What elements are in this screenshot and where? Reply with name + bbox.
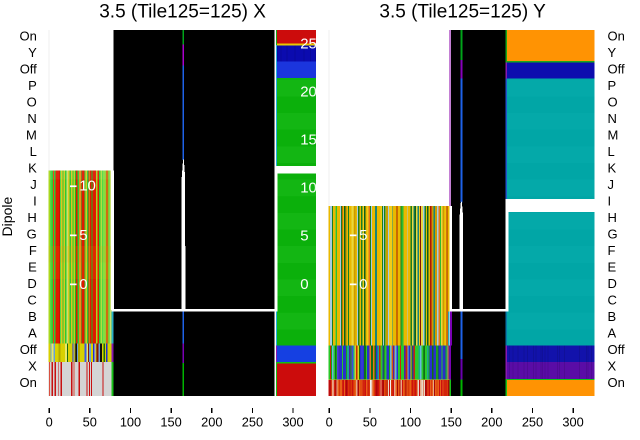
svg-text:B: B xyxy=(608,309,617,324)
svg-text:Off: Off xyxy=(608,342,625,357)
svg-text:J: J xyxy=(608,177,615,192)
svg-text:200: 200 xyxy=(201,414,222,429)
svg-text:Off: Off xyxy=(20,342,37,357)
svg-text:Off: Off xyxy=(20,61,37,76)
svg-text:5: 5 xyxy=(300,228,308,245)
svg-text:0: 0 xyxy=(300,276,308,293)
svg-text:K: K xyxy=(608,161,617,176)
svg-text:H: H xyxy=(608,210,617,225)
svg-text:250: 250 xyxy=(242,414,263,429)
svg-text:150: 150 xyxy=(160,414,181,429)
svg-text:On: On xyxy=(608,28,625,43)
svg-text:3.5 (Tile125=125) X: 3.5 (Tile125=125) X xyxy=(99,1,266,22)
svg-text:20: 20 xyxy=(300,84,317,101)
svg-text:O: O xyxy=(27,94,37,109)
svg-text:On: On xyxy=(608,375,625,390)
svg-text:0: 0 xyxy=(46,414,53,429)
svg-text:5: 5 xyxy=(79,227,87,244)
svg-text:Y: Y xyxy=(608,45,617,60)
svg-text:50: 50 xyxy=(83,414,97,429)
svg-text:I: I xyxy=(608,194,612,209)
svg-text:Dipole: Dipole xyxy=(0,197,15,237)
svg-text:150: 150 xyxy=(441,414,462,429)
svg-text:P: P xyxy=(28,78,37,93)
svg-text:H: H xyxy=(27,210,36,225)
svg-text:X: X xyxy=(28,359,37,374)
svg-text:M: M xyxy=(608,128,619,143)
svg-text:250: 250 xyxy=(522,414,543,429)
svg-text:P: P xyxy=(608,78,617,93)
svg-text:C: C xyxy=(27,293,36,308)
svg-text:300: 300 xyxy=(562,414,583,429)
svg-text:10: 10 xyxy=(79,178,96,195)
svg-text:200: 200 xyxy=(481,414,502,429)
svg-text:G: G xyxy=(27,227,37,242)
svg-text:E: E xyxy=(28,260,37,275)
svg-text:F: F xyxy=(29,243,37,258)
svg-text:E: E xyxy=(608,260,617,275)
svg-text:100: 100 xyxy=(120,414,141,429)
svg-text:L: L xyxy=(608,144,615,159)
svg-text:Off: Off xyxy=(608,61,625,76)
svg-text:15: 15 xyxy=(300,132,317,149)
svg-text:N: N xyxy=(608,111,617,126)
svg-text:K: K xyxy=(28,161,37,176)
svg-text:O: O xyxy=(608,94,618,109)
svg-text:25: 25 xyxy=(300,36,317,53)
svg-text:Y: Y xyxy=(28,45,37,60)
svg-text:300: 300 xyxy=(282,414,303,429)
svg-text:L: L xyxy=(30,144,37,159)
svg-text:M: M xyxy=(26,128,37,143)
svg-text:A: A xyxy=(28,326,37,341)
svg-text:A: A xyxy=(608,326,617,341)
svg-text:B: B xyxy=(28,309,37,324)
svg-text:3.5 (Tile125=125) Y: 3.5 (Tile125=125) Y xyxy=(379,1,546,22)
svg-text:5: 5 xyxy=(359,227,367,244)
svg-text:10: 10 xyxy=(300,180,317,197)
svg-text:D: D xyxy=(27,276,36,291)
svg-text:X: X xyxy=(608,359,617,374)
svg-text:F: F xyxy=(608,243,616,258)
svg-text:N: N xyxy=(27,111,36,126)
svg-text:On: On xyxy=(19,28,36,43)
svg-text:G: G xyxy=(608,227,618,242)
svg-text:On: On xyxy=(19,375,36,390)
svg-text:C: C xyxy=(608,293,617,308)
svg-text:100: 100 xyxy=(400,414,421,429)
svg-text:0: 0 xyxy=(326,414,333,429)
svg-text:J: J xyxy=(30,177,37,192)
svg-text:0: 0 xyxy=(79,276,87,293)
svg-text:0: 0 xyxy=(359,276,367,293)
svg-text:50: 50 xyxy=(363,414,377,429)
svg-text:I: I xyxy=(33,194,37,209)
svg-text:D: D xyxy=(608,276,617,291)
